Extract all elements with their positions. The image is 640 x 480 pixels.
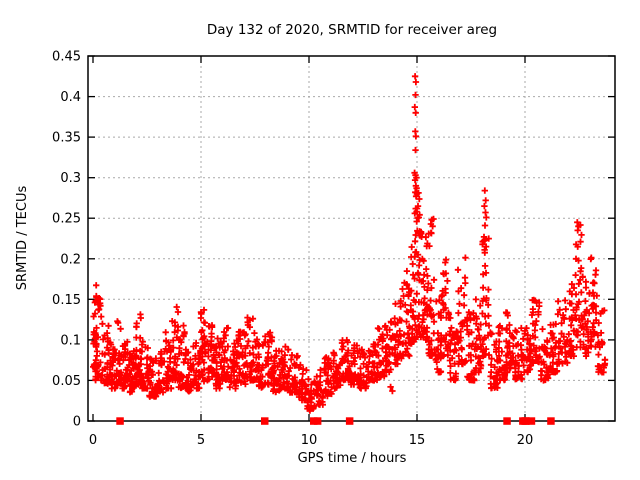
y-tick-label: 0.1	[60, 333, 81, 348]
x-tick-label: 15	[409, 433, 426, 448]
zero-value-square	[345, 417, 354, 425]
y-tick-label: 0.4	[60, 90, 81, 105]
zero-value-markers	[116, 417, 555, 425]
grid-lines	[88, 56, 615, 421]
y-tick-label: 0.45	[52, 50, 81, 65]
y-tick-label: 0.15	[52, 293, 81, 308]
x-tick-label: 20	[517, 433, 534, 448]
x-tick-label: 5	[197, 433, 205, 448]
zero-value-square	[261, 417, 269, 425]
x-tick-label: 10	[301, 433, 318, 448]
y-tick-label: 0.3	[60, 171, 81, 186]
y-axis-label: SRMTID / TECUs	[15, 186, 30, 291]
y-tick-label: 0.2	[60, 252, 81, 267]
zero-value-square	[503, 417, 511, 425]
x-tick-label: 0	[89, 433, 97, 448]
y-tick-labels: 0 0.05 0.1 0.15 0.2 0.25 0.3 0.35 0.4 0.45	[52, 50, 81, 430]
zero-value-square	[522, 417, 530, 425]
zero-value-square	[116, 417, 124, 425]
scatter-series	[90, 73, 609, 414]
y-tick-label: 0.35	[52, 131, 81, 146]
x-axis-label: GPS time / hours	[298, 451, 407, 466]
zero-value-square	[527, 417, 536, 425]
y-tick-label: 0.05	[52, 374, 81, 389]
axis-ticks	[88, 55, 615, 422]
x-tick-labels: 0 5 10 15 20	[89, 433, 533, 448]
y-tick-label: 0	[73, 415, 81, 430]
zero-value-square	[313, 417, 322, 425]
scatter-points-path	[90, 73, 609, 414]
zero-value-square	[310, 417, 318, 425]
chart-title: Day 132 of 2020, SRMTID for receiver are…	[207, 22, 497, 38]
zero-value-square	[547, 417, 555, 425]
y-tick-label: 0.25	[52, 212, 81, 227]
